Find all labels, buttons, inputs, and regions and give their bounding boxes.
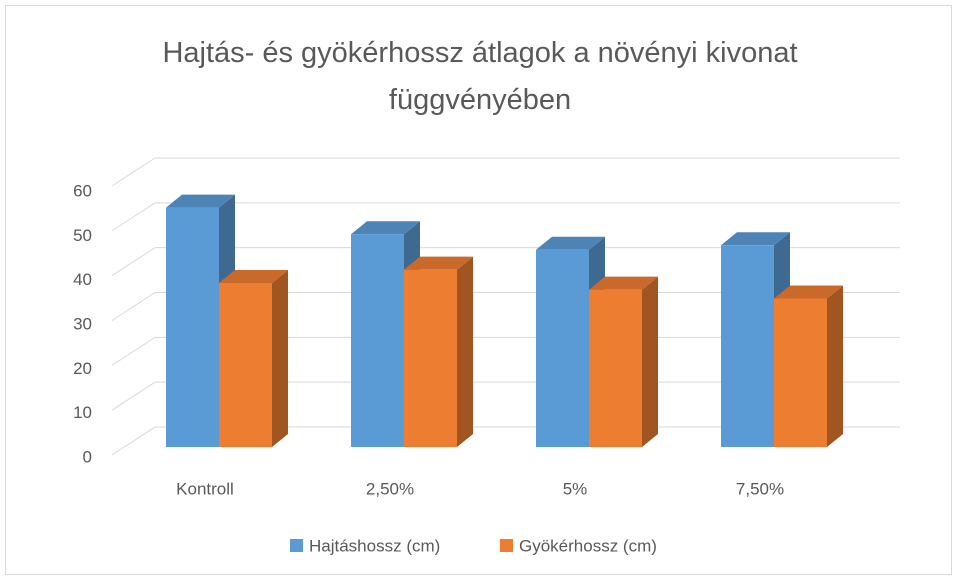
- y-tick-label: 20: [73, 359, 92, 378]
- legend-swatch: [500, 539, 513, 552]
- grid-line: [111, 247, 900, 277]
- bar-top: [219, 269, 288, 283]
- legend-swatch: [290, 539, 303, 552]
- bar-side: [642, 276, 658, 447]
- y-tick-label: 40: [73, 270, 92, 289]
- bar: [536, 249, 589, 447]
- bar-top: [774, 285, 843, 299]
- x-tick-label: 5%: [563, 479, 588, 498]
- x-tick-label: 7,50%: [736, 479, 784, 498]
- bar-top: [536, 236, 605, 250]
- bar-top: [166, 194, 235, 208]
- bar: [166, 207, 219, 447]
- y-tick-label: 30: [73, 314, 92, 333]
- bar-top: [404, 256, 473, 270]
- chart-border: [5, 5, 952, 575]
- bar: [589, 289, 642, 447]
- bar: [404, 269, 457, 447]
- y-tick-label: 0: [83, 447, 92, 466]
- bar-top: [589, 276, 658, 290]
- bar-side: [272, 269, 288, 447]
- bar: [351, 234, 404, 447]
- y-tick-label: 50: [73, 226, 92, 245]
- y-tick-label: 10: [73, 403, 92, 422]
- chart-title: Hajtás- és gyökérhossz átlagok a növényi…: [162, 37, 798, 116]
- bar: [219, 282, 272, 447]
- bar: [721, 245, 774, 447]
- grid-line: [111, 202, 900, 232]
- x-tick-label: 2,50%: [366, 479, 414, 498]
- x-tick-label: Kontroll: [176, 479, 234, 498]
- bar-top: [721, 232, 790, 246]
- bar: [774, 298, 827, 447]
- legend-label: Gyökérhossz (cm): [519, 536, 657, 555]
- bar-side: [827, 285, 843, 447]
- legend-label: Hajtáshossz (cm): [309, 536, 440, 555]
- bar-side: [457, 256, 473, 447]
- grid-line: [111, 157, 900, 187]
- bar-top: [351, 221, 420, 235]
- y-tick-label: 60: [73, 181, 92, 200]
